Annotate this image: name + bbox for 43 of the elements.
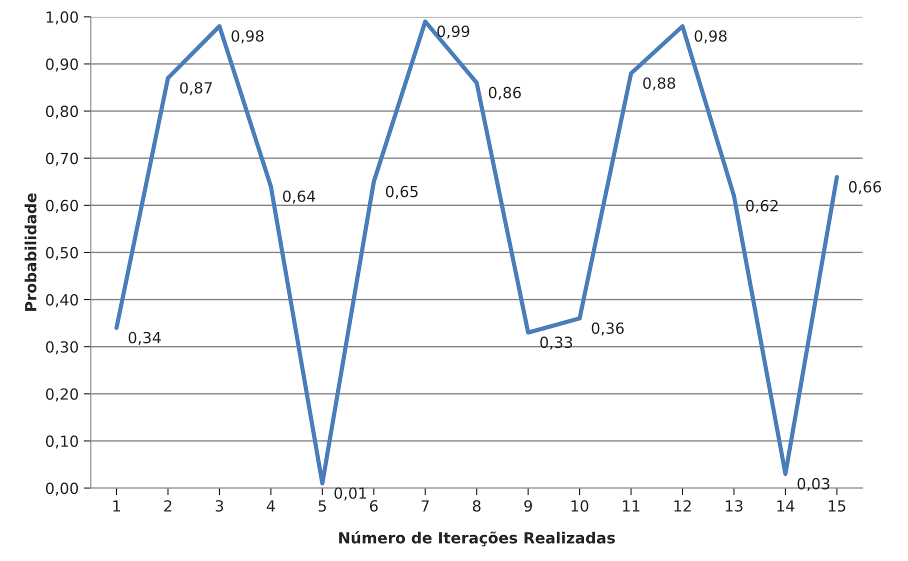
data-label: 0,62 bbox=[746, 200, 778, 214]
y-axis-title: Probabilidade bbox=[24, 193, 36, 311]
data-label: 0,86 bbox=[488, 86, 521, 100]
data-label: 0,65 bbox=[386, 186, 418, 199]
x-tick-label: 8 bbox=[472, 500, 481, 512]
data-label: 0,36 bbox=[592, 322, 624, 336]
x-tick-label: 3 bbox=[216, 500, 224, 512]
x-axis-title: Número de Iterações Realizadas bbox=[339, 531, 615, 546]
data-label: 0,98 bbox=[694, 30, 727, 44]
data-label: 0,34 bbox=[128, 332, 161, 345]
data-label: 0,99 bbox=[437, 26, 470, 39]
x-tick-label: 15 bbox=[828, 500, 846, 512]
data-label: 0,88 bbox=[643, 77, 676, 90]
x-tick-label: 5 bbox=[318, 500, 326, 512]
y-tick-label: 0,50 bbox=[46, 246, 78, 260]
y-tick-label: 0,80 bbox=[46, 106, 78, 119]
x-tick-label: 2 bbox=[164, 500, 172, 512]
y-tick-label: 0,10 bbox=[46, 435, 78, 449]
y-tick-label: 0,30 bbox=[46, 341, 78, 354]
x-tick-label: 10 bbox=[572, 500, 588, 512]
y-tick-label: 0,90 bbox=[46, 58, 78, 72]
y-tick-label: 0,00 bbox=[46, 482, 78, 496]
x-tick-label: 4 bbox=[266, 500, 275, 512]
data-label: 0,33 bbox=[540, 336, 572, 350]
x-tick-label: 12 bbox=[674, 500, 691, 512]
y-tick-label: 0,20 bbox=[46, 388, 78, 402]
x-tick-label: 6 bbox=[370, 500, 378, 512]
x-tick-label: 1 bbox=[113, 500, 120, 512]
y-tick-label: 0,70 bbox=[46, 152, 78, 166]
data-label: 0,66 bbox=[848, 181, 882, 194]
x-tick-label: 9 bbox=[524, 500, 532, 512]
x-tick-label: 11 bbox=[623, 500, 640, 512]
y-tick-label: 0,40 bbox=[46, 294, 78, 308]
y-tick-label: 0,60 bbox=[46, 200, 78, 213]
data-label: 0,03 bbox=[798, 478, 830, 492]
data-label: 0,98 bbox=[232, 30, 264, 44]
x-tick-label: 14 bbox=[777, 500, 794, 512]
x-tick-label: 13 bbox=[726, 500, 742, 512]
data-label: 0,64 bbox=[283, 190, 316, 204]
y-tick-label: 1,00 bbox=[46, 11, 78, 24]
data-label: 0,87 bbox=[180, 82, 212, 96]
data-label: 0,01 bbox=[334, 487, 366, 500]
x-tick-label: 7 bbox=[422, 500, 429, 512]
